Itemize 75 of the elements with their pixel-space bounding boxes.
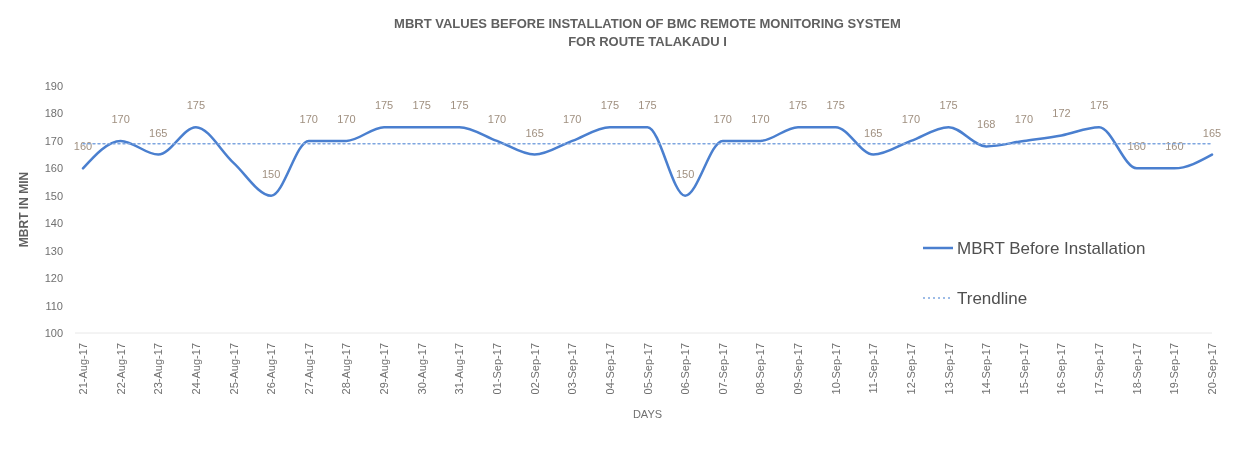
data-label: 170 <box>563 112 582 125</box>
y-axis-title: MBRT IN MIN <box>17 171 31 248</box>
x-tick-label: 15-Sep-17 <box>1017 343 1030 395</box>
x-tick-label: 31-Aug-17 <box>453 343 466 395</box>
x-tick-label: 30-Aug-17 <box>415 343 428 395</box>
x-tick-label: 28-Aug-17 <box>340 343 353 395</box>
x-tick-label: 06-Sep-17 <box>679 343 692 395</box>
data-label: 175 <box>600 99 620 112</box>
x-tick-label: 14-Sep-17 <box>980 343 993 395</box>
data-label: 150 <box>675 167 695 180</box>
chart-title: MBRT VALUES BEFORE INSTALLATION OF BMC REMOTE MONITORING SYSTEM FOR ROUTE TALAKADU I <box>394 16 901 49</box>
x-tick-label: 25-Aug-17 <box>227 343 240 395</box>
data-label: 175 <box>638 99 657 112</box>
y-tick-label: 170 <box>44 134 63 147</box>
data-label: 170 <box>751 112 770 125</box>
x-tick-label: 20-Sep-17 <box>1206 343 1218 395</box>
data-label: 175 <box>374 99 394 112</box>
data-label: 170 <box>1014 112 1034 125</box>
data-label: 175 <box>450 99 469 112</box>
x-tick-label: 11-Sep-17 <box>867 343 880 394</box>
data-label: 175 <box>939 99 958 112</box>
legend-label: MBRT Before Installation <box>957 239 1146 258</box>
x-tick-label: 07-Sep-17 <box>716 343 729 395</box>
data-label: 165 <box>149 126 168 139</box>
data-label: 172 <box>1052 107 1071 120</box>
data-label: 170 <box>337 112 356 125</box>
data-label: 170 <box>487 112 507 125</box>
y-tick-label: 110 <box>45 299 63 312</box>
x-tick-label: 18-Sep-17 <box>1130 343 1143 395</box>
y-tick-label: 160 <box>44 162 63 175</box>
x-tick-label: 03-Sep-17 <box>566 343 579 395</box>
legend-label: Trendline <box>957 289 1028 308</box>
x-tick-label: 12-Sep-17 <box>904 343 917 395</box>
data-label: 175 <box>186 99 206 112</box>
x-tick-label: 17-Sep-17 <box>1093 343 1106 395</box>
x-tick-label: 23-Aug-17 <box>152 343 165 395</box>
data-label: 170 <box>713 112 732 125</box>
data-label: 170 <box>901 112 921 125</box>
data-label: 150 <box>261 167 281 180</box>
data-label: 170 <box>111 112 130 125</box>
data-label: 175 <box>1089 99 1109 112</box>
y-tick-label: 100 <box>44 327 63 339</box>
y-tick-label: 180 <box>44 107 63 120</box>
x-tick-label: 05-Sep-17 <box>641 343 654 395</box>
data-label: 175 <box>826 99 845 112</box>
x-tick-label: 27-Aug-17 <box>302 343 315 395</box>
x-tick-label: 21-Aug-17 <box>77 343 89 395</box>
data-label: 160 <box>1165 140 1184 153</box>
x-tick-label: 10-Sep-17 <box>829 343 842 395</box>
x-tick-label: 29-Aug-17 <box>378 343 391 395</box>
data-label: 165 <box>525 126 544 139</box>
x-tick-label: 04-Sep-17 <box>603 343 616 395</box>
y-tick-label: 140 <box>44 217 63 230</box>
x-tick-label: 09-Sep-17 <box>792 343 805 395</box>
x-tick-label: 24-Aug-17 <box>189 343 202 395</box>
x-tick-label: 13-Sep-17 <box>942 343 955 395</box>
x-tick-label: 01-Sep-17 <box>490 343 503 395</box>
data-label: 165 <box>1202 126 1222 139</box>
y-tick-label: 120 <box>44 272 63 285</box>
data-label: 165 <box>864 126 883 139</box>
y-tick-label: 130 <box>44 244 63 257</box>
data-label: 175 <box>788 99 808 112</box>
data-label: 175 <box>412 99 431 112</box>
data-label: 170 <box>299 112 318 125</box>
data-label: 160 <box>73 140 93 153</box>
x-tick-label: 02-Sep-17 <box>528 343 541 395</box>
x-tick-label: 16-Sep-17 <box>1055 343 1068 395</box>
x-tick-label: 22-Aug-17 <box>114 343 127 395</box>
y-tick-label: 190 <box>44 80 63 92</box>
x-tick-label: 19-Sep-17 <box>1168 343 1181 395</box>
data-label: 168 <box>977 118 996 131</box>
x-axis-title: DAYS <box>632 408 663 420</box>
y-tick-label: 150 <box>44 189 63 202</box>
x-tick-label: 26-Aug-17 <box>265 343 278 395</box>
x-tick-label: 08-Sep-17 <box>754 343 767 395</box>
